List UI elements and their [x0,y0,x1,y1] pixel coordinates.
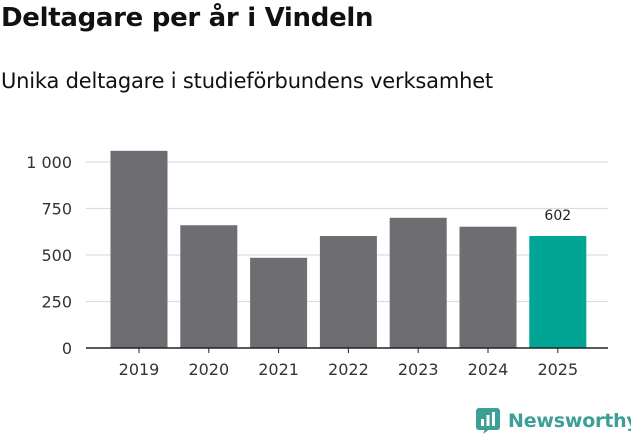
x-tick-label: 2022 [328,360,369,379]
newsworthy-brand: Newsworthy [476,408,631,434]
data-label: 602 [544,208,571,224]
bar-2021 [250,257,308,348]
y-tick-label: 750 [41,200,72,219]
y-tick-label: 500 [41,246,72,265]
bar-2020 [180,225,238,348]
x-tick-label: 2024 [468,360,509,379]
x-tick-label: 2021 [258,360,299,379]
bar-2024 [459,226,517,348]
bar-2022 [319,236,377,348]
y-tick-label: 1 000 [26,153,72,172]
x-tick-label: 2020 [188,360,229,379]
bar-2019 [110,150,168,348]
chart-title: Deltagare per år i Vindeln [1,3,374,33]
newsworthy-logo-icon [476,408,500,434]
y-tick-label: 250 [41,293,72,312]
x-tick-label: 2025 [537,360,578,379]
bar-2023 [389,217,447,348]
brand-name: Newsworthy [508,410,631,432]
bar-2025 [529,236,587,348]
y-tick-label: 0 [62,339,72,358]
chart-subtitle: Unika deltagare i studieförbundens verks… [1,69,493,93]
x-tick-label: 2019 [119,360,160,379]
x-tick-label: 2023 [398,360,439,379]
